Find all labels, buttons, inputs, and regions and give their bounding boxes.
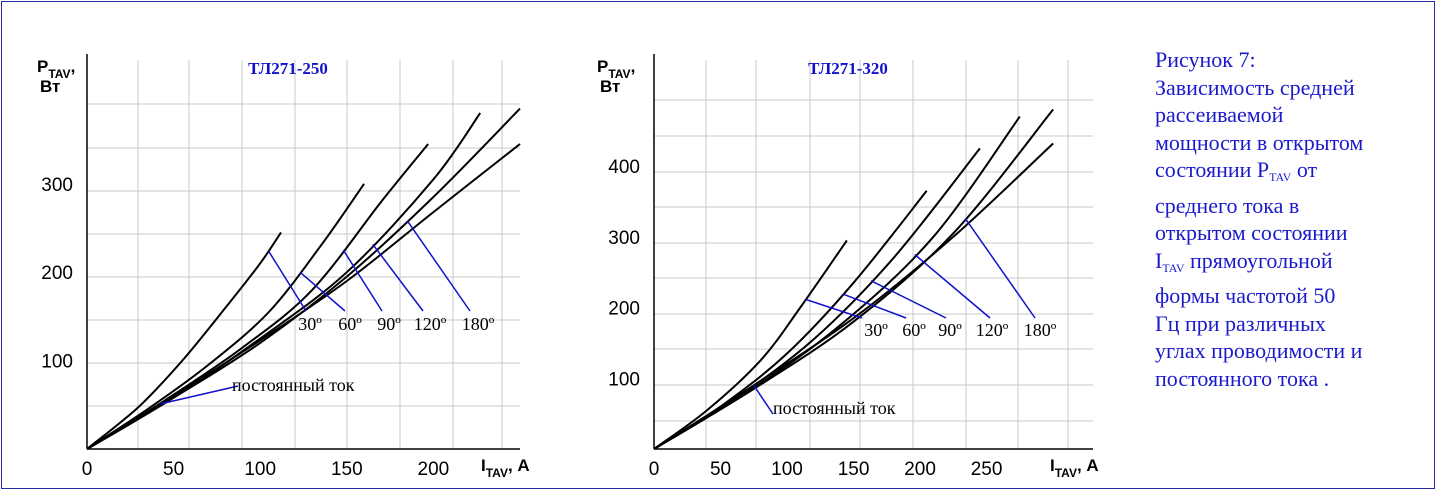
annotation-label: постоянный ток [773, 398, 896, 418]
y-tick-label: 300 [608, 228, 640, 249]
leader-line [299, 271, 346, 312]
x-axis-label-suffix: , А [508, 456, 530, 475]
y-axis-label-main: P [37, 57, 48, 76]
caption-line: среднего тока в [1155, 192, 1300, 218]
annotation-label: 90º [377, 314, 401, 334]
y-tick-label: 300 [41, 175, 73, 196]
caption-text: состоянии P [1155, 157, 1270, 182]
y-axis-unit: Вт [40, 77, 60, 96]
leader-line [870, 280, 947, 319]
x-tick-label: 0 [649, 459, 660, 480]
x-axis-label-sub: TAV [1055, 466, 1077, 480]
x-tick-label: 100 [771, 459, 803, 480]
y-tick-label: 200 [608, 299, 640, 320]
series-line [86, 231, 282, 450]
leader-line [406, 220, 471, 312]
caption-text: I [1155, 247, 1163, 273]
annotations: 30º 60º 90º 120º 180º постоянный ток [160, 220, 495, 405]
series-line [86, 107, 521, 450]
leader-line [964, 217, 1036, 319]
x-axis-label-suffix: , А [1077, 456, 1099, 475]
x-tick-label: 250 [971, 459, 1003, 480]
caption-line: формы частотой 50 [1155, 283, 1336, 308]
leader-line [342, 249, 383, 312]
caption-text: прямоугольной [1184, 247, 1333, 273]
series-line [86, 183, 365, 450]
annotation-label: 180º [1024, 320, 1057, 340]
x-tick-label: 50 [710, 459, 731, 480]
annotation-label: 30º [864, 320, 888, 340]
grid [653, 60, 1093, 449]
x-tick-label: 0 [82, 459, 93, 480]
series-group [86, 107, 521, 450]
caption-subscript: TAV [1269, 170, 1292, 184]
leader-line [842, 293, 907, 319]
y-axis-label: PTAV, [37, 57, 75, 81]
leader-line [914, 253, 991, 319]
series-line [653, 239, 848, 450]
annotation-label: 120º [414, 314, 447, 334]
series-line [653, 142, 1054, 450]
series-group [653, 108, 1054, 450]
leader-line [753, 384, 774, 415]
y-axis-label-suffix: , [631, 57, 636, 76]
y-axis-label-sub: TAV [48, 67, 70, 81]
y-tick-label: 100 [41, 352, 73, 373]
annotation-label: 30º [298, 314, 322, 334]
x-axis-label-main: I [481, 456, 486, 475]
y-axis-label-sub: TAV [608, 67, 630, 81]
caption-line: Рисунок 7: [1155, 47, 1256, 72]
x-tick-label: 50 [163, 459, 184, 480]
annotation-label: постоянный ток [232, 375, 355, 395]
series-line [86, 143, 521, 450]
annotation-label: 60º [338, 314, 362, 334]
caption-subscript: TAV [1162, 260, 1185, 275]
chart-title: ТЛ271-250 [248, 59, 328, 78]
caption-line: Гц при различных [1155, 310, 1326, 336]
y-axis-label-suffix: , [71, 57, 76, 76]
caption-text: от [1291, 157, 1318, 182]
caption-line: открытом состоянии [1155, 220, 1348, 245]
annotations: 30º 60º 90º 120º 180º постоянный ток [753, 217, 1057, 418]
y-axis-unit: Вт [600, 77, 620, 96]
x-tick-label: 100 [244, 459, 276, 480]
x-axis-label: ITAV, А [481, 456, 530, 480]
leader-line [372, 243, 424, 312]
caption-line: мощности в открытом [1155, 129, 1364, 155]
caption-line: ITAV прямоугольной [1155, 247, 1435, 283]
y-tick-label: 400 [608, 157, 640, 178]
y-axis-label-main: P [597, 57, 608, 76]
y-tick-label: 200 [41, 263, 73, 284]
caption-line: рассеиваемой [1155, 102, 1284, 127]
y-axis-label: PTAV, [597, 57, 635, 81]
x-tick-label: 200 [418, 459, 450, 480]
annotation-label: 180º [462, 314, 495, 334]
leader-line [267, 250, 307, 312]
caption-line: Зависимость средней [1155, 74, 1355, 100]
leader-line [805, 298, 863, 319]
x-axis-label: ITAV, А [1050, 456, 1099, 480]
annotation-label: 90º [938, 320, 962, 340]
caption-line: состоянии PTAV от [1155, 156, 1435, 192]
x-axis-label-main: I [1050, 456, 1055, 475]
x-tick-label: 150 [331, 459, 363, 480]
x-tick-label: 150 [838, 459, 870, 480]
figure-caption: Рисунок 7: Зависимость средней рассеивае… [1155, 46, 1435, 392]
caption-line: постоянного тока . [1155, 365, 1330, 391]
chart-title: ТЛ271-320 [808, 59, 888, 78]
annotation-label: 120º [976, 320, 1009, 340]
leader-line [160, 385, 239, 405]
annotation-label: 60º [902, 320, 926, 340]
chart-tl271-320: 0 50 100 150 200 250100200300400PTAV,ВтITAV, … [597, 54, 1099, 480]
y-tick-label: 100 [608, 369, 640, 390]
x-axis-label-sub: TAV [486, 466, 508, 480]
series-line [653, 108, 1054, 450]
x-tick-label: 200 [904, 459, 936, 480]
caption-line: углах проводимости и [1155, 338, 1363, 363]
